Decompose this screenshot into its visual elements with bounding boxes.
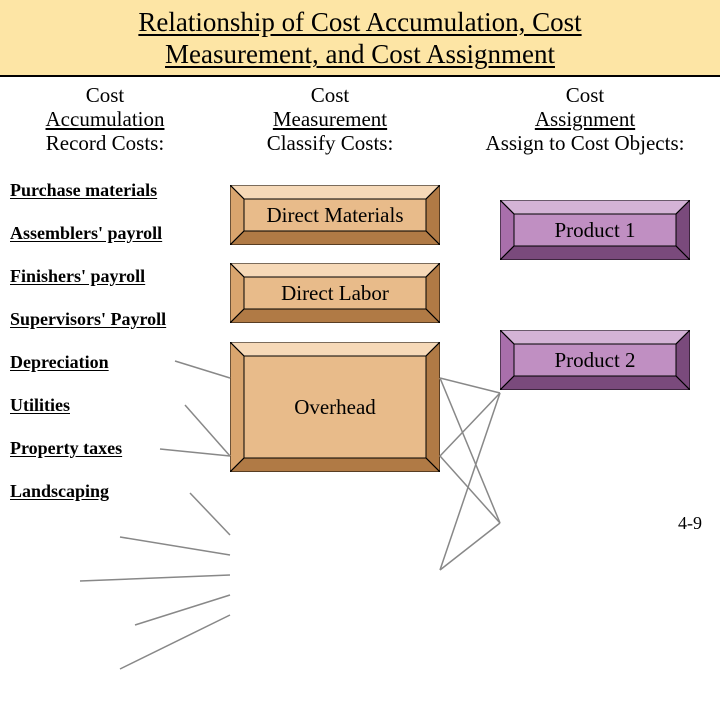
box-product-2: Product 2 — [500, 330, 690, 390]
col1-line2: Accumulation — [46, 107, 165, 131]
box-direct-materials: Direct Materials — [230, 185, 440, 245]
list-item: Property taxes — [10, 438, 166, 459]
list-item: Supervisors' Payroll — [10, 309, 166, 330]
box-label: Product 1 — [514, 214, 676, 246]
col-assignment: Cost Assignment Assign to Cost Objects: — [450, 83, 720, 163]
list-item: Landscaping — [10, 481, 166, 502]
col-accumulation: Cost Accumulation Record Costs: — [0, 83, 210, 163]
box-label: Direct Materials — [244, 199, 426, 231]
column-headers: Cost Accumulation Record Costs: Cost Mea… — [0, 83, 720, 163]
list-item: Utilities — [10, 395, 166, 416]
col-measurement: Cost Measurement Classify Costs: — [210, 83, 450, 163]
slide-number: 4-9 — [678, 513, 702, 534]
box-overhead: Overhead — [230, 342, 440, 472]
box-product-1: Product 1 — [500, 200, 690, 260]
col1-line3: Record Costs: — [46, 131, 164, 155]
col3-line2: Assignment — [535, 107, 635, 131]
cost-list: Purchase materials Assemblers' payroll F… — [10, 180, 166, 524]
list-item: Purchase materials — [10, 180, 166, 201]
box-label: Product 2 — [514, 344, 676, 376]
col2-line2: Measurement — [273, 107, 387, 131]
col2-line1: Cost — [311, 83, 350, 107]
col3-line1: Cost — [566, 83, 605, 107]
box-label: Direct Labor — [244, 277, 426, 309]
col1-line1: Cost — [86, 83, 125, 107]
col3-line3: Assign to Cost Objects: — [486, 131, 685, 155]
title-line2: Measurement, and Cost Assignment — [165, 39, 555, 69]
list-item: Assemblers' payroll — [10, 223, 166, 244]
box-direct-labor: Direct Labor — [230, 263, 440, 323]
list-item: Depreciation — [10, 352, 166, 373]
list-item: Finishers' payroll — [10, 266, 166, 287]
box-label: Overhead — [244, 356, 426, 458]
slide-title-band: Relationship of Cost Accumulation, Cost … — [0, 0, 720, 77]
col2-line3: Classify Costs: — [267, 131, 394, 155]
title-line1: Relationship of Cost Accumulation, Cost — [138, 7, 581, 37]
